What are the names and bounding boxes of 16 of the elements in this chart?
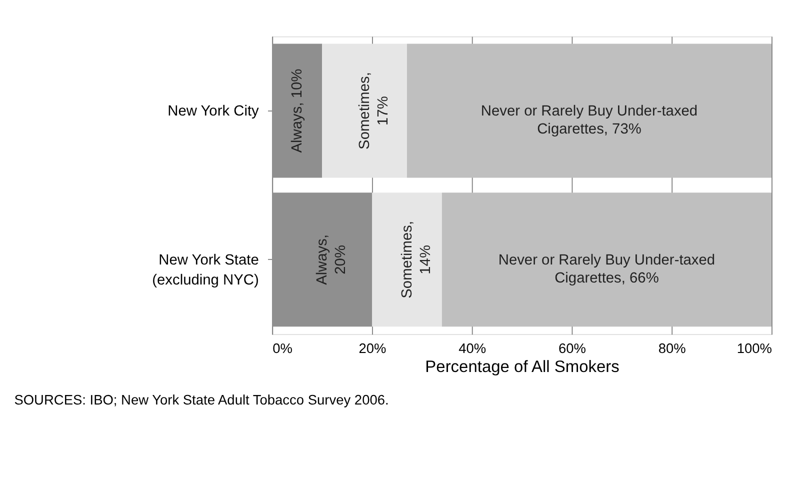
data-label: Sometimes, 14% bbox=[400, 220, 434, 298]
data-label: Never or Rarely Buy Under-taxed Cigarettes, 73% bbox=[480, 103, 698, 138]
data-label: Never or Rarely Buy Under-taxed Cigarettes, 66% bbox=[498, 252, 716, 287]
data-label: Always, 20% bbox=[314, 234, 349, 285]
y-tick-label: New York State (excluding NYC) bbox=[152, 252, 259, 288]
x-axis-title: Percentage of All Smokers bbox=[425, 358, 620, 376]
source-note: SOURCES: IBO; New York State Adult Tobacco Survey 2006. bbox=[14, 392, 389, 408]
x-tick-label: 60% bbox=[558, 340, 586, 356]
x-tick-label: 0% bbox=[272, 340, 292, 356]
x-tick-label: 40% bbox=[458, 340, 486, 356]
x-tick-label: 80% bbox=[658, 340, 686, 356]
data-label: Always, 10% bbox=[290, 68, 306, 153]
x-tick-label: 100% bbox=[736, 340, 772, 356]
data-label: Sometimes, 17% bbox=[357, 72, 392, 150]
x-tick-label: 20% bbox=[358, 340, 386, 356]
y-tick-label: New York City bbox=[168, 103, 260, 120]
